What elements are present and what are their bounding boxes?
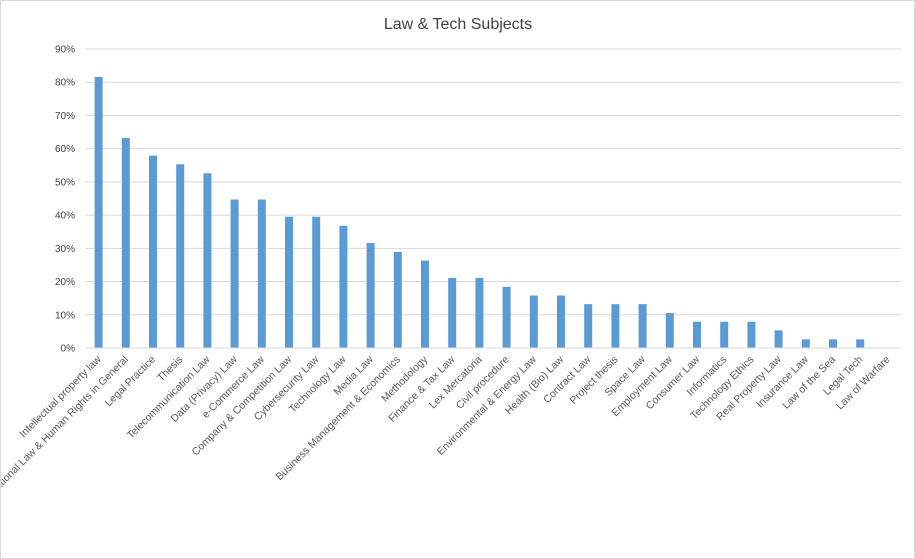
- bar: [257, 199, 266, 348]
- gridlines: [85, 48, 901, 316]
- y-tick-label: 50%: [55, 177, 75, 188]
- bar: [856, 339, 865, 348]
- bar: [665, 313, 674, 348]
- bars: [94, 76, 865, 348]
- bar: [421, 260, 429, 348]
- bar: [693, 321, 701, 348]
- bar: [829, 339, 837, 348]
- bar: [285, 216, 293, 348]
- bar: [366, 243, 375, 348]
- bar: [475, 277, 484, 348]
- y-tick-label: 10%: [55, 310, 75, 321]
- bar: [203, 173, 212, 348]
- y-tick-label: 80%: [55, 78, 75, 89]
- bar: [557, 295, 565, 348]
- y-tick-label: 90%: [55, 45, 75, 56]
- bar: [121, 138, 130, 348]
- y-tick-label: 40%: [55, 211, 75, 222]
- y-tick-label: 30%: [55, 244, 75, 255]
- bar: [176, 164, 185, 348]
- bar: [638, 304, 647, 348]
- y-axis-ticks: 0% 10% 20% 30% 40% 50% 60% 70% 80% 90%: [55, 45, 75, 355]
- y-tick-label: 60%: [55, 144, 75, 155]
- bar: [339, 225, 348, 348]
- bar: [448, 277, 457, 348]
- bar: [502, 286, 511, 348]
- bar: [584, 304, 593, 348]
- bar: [774, 330, 783, 348]
- bar: [720, 321, 729, 348]
- y-tick-label: 0%: [61, 344, 76, 355]
- bar: [611, 304, 620, 348]
- bar: [393, 251, 402, 348]
- bar: [94, 76, 103, 348]
- bar: [149, 155, 157, 348]
- y-tick-label: 70%: [55, 111, 75, 122]
- bar: [747, 321, 756, 348]
- bar: [529, 295, 538, 348]
- chart-title: Law & Tech Subjects: [384, 16, 532, 33]
- bar: [230, 199, 239, 348]
- bar: [312, 216, 321, 348]
- y-tick-label: 20%: [55, 277, 75, 288]
- bar: [801, 339, 810, 348]
